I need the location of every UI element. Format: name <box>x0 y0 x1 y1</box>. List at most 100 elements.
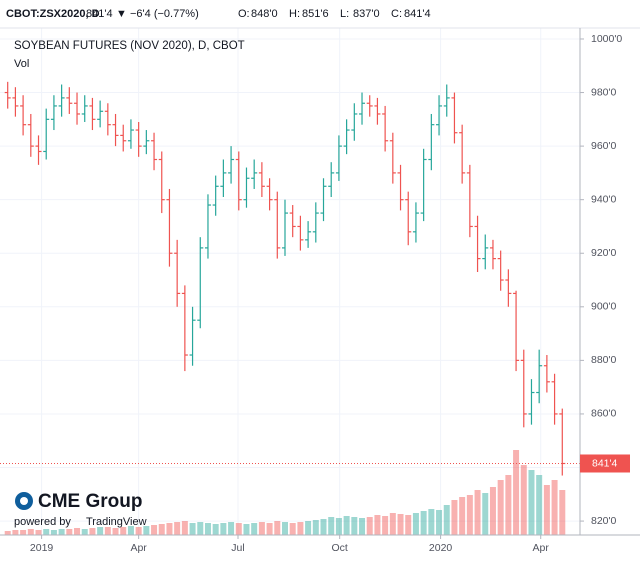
volume-bar <box>420 511 427 535</box>
volume-bar <box>489 487 496 535</box>
x-tick-label: Apr <box>533 542 550 554</box>
y-tick-label: 980'0 <box>591 86 617 98</box>
volume-bar <box>428 509 435 535</box>
volume-bar <box>127 526 134 535</box>
volume-bar <box>374 515 381 535</box>
change: −6'4 (−0.77%) <box>130 8 199 20</box>
volume-bar <box>551 480 558 535</box>
volume-bar <box>220 523 227 535</box>
volume-bar <box>112 528 119 535</box>
y-tick-label: 920'0 <box>591 247 617 259</box>
volume-bar <box>505 475 512 535</box>
volume-bar <box>266 523 273 535</box>
last-price: 841'4 <box>86 8 113 20</box>
volume-bar <box>451 500 458 535</box>
ohlc-key: H: <box>289 8 300 20</box>
volume-bar <box>497 480 504 535</box>
volume-bar <box>274 521 281 535</box>
volume-bar <box>181 521 188 535</box>
volume-bar <box>297 522 304 535</box>
ohlc-key: L: <box>340 8 349 20</box>
volume-bar <box>135 527 142 535</box>
volume-bar <box>66 529 73 535</box>
volume-bar <box>343 516 350 535</box>
volume-bar <box>474 490 481 535</box>
y-tick-label: 880'0 <box>591 354 617 366</box>
volume-bar <box>143 526 150 535</box>
logo-icon-center <box>20 497 28 505</box>
y-tick-label: 1000'0 <box>591 33 622 45</box>
volume-bar <box>389 513 396 535</box>
last-price-box <box>580 454 630 473</box>
volume-bar <box>35 530 42 535</box>
volume-bar <box>366 517 373 535</box>
volume-bar <box>104 527 111 535</box>
volume-bar <box>466 495 473 535</box>
platform: TradingView <box>86 516 147 528</box>
ohlc-key: C: <box>391 8 402 20</box>
ohlc-value: 841'4 <box>404 8 431 20</box>
volume-bar <box>120 527 127 535</box>
volume-bar <box>328 517 335 535</box>
volume-bar <box>513 450 520 535</box>
volume-bar <box>189 523 196 535</box>
logo: CME Group powered by TradingView <box>14 491 147 528</box>
logo-text: CME Group <box>38 491 143 512</box>
volume-bar <box>520 465 527 535</box>
x-tick-label: Apr <box>130 542 147 554</box>
volume-bar <box>228 522 235 535</box>
volume-bar <box>20 530 27 535</box>
y-tick-label: 900'0 <box>591 301 617 313</box>
volume-bar <box>74 528 81 535</box>
volume-bar <box>43 529 50 535</box>
volume-bar <box>543 485 550 535</box>
volume-bar <box>174 522 181 535</box>
volume-bar <box>312 520 319 535</box>
x-tick-label: 2020 <box>429 542 453 554</box>
volume-bar <box>351 517 358 535</box>
ohlc-key: O: <box>238 8 250 20</box>
volume-bar <box>397 514 404 535</box>
volume-bar <box>251 523 258 535</box>
volume-bar <box>335 518 342 535</box>
volume-bar <box>4 531 11 535</box>
volume-bar <box>166 523 173 535</box>
volume-bar <box>305 521 312 535</box>
volume-bar <box>536 475 543 535</box>
volume-bar <box>197 522 204 535</box>
ohlc-value: 837'0 <box>353 8 380 20</box>
y-tick-label: 960'0 <box>591 140 617 152</box>
volume-bar <box>50 530 57 535</box>
x-tick-label: Jul <box>231 542 244 554</box>
y-tick-label: 940'0 <box>591 193 617 205</box>
volume-bar <box>320 519 327 535</box>
volume-bar <box>559 490 566 535</box>
volume-bar <box>459 497 466 535</box>
powered-by: powered by <box>14 516 71 528</box>
volume-bar <box>97 527 104 535</box>
volume-bar <box>212 524 219 535</box>
volume-bar <box>359 518 366 535</box>
volume-bar <box>158 524 165 535</box>
x-tick-label: 2019 <box>30 542 54 554</box>
volume-bar <box>436 510 443 535</box>
ohlc-value: 851'6 <box>302 8 329 20</box>
y-tick-label: 820'0 <box>591 515 617 527</box>
volume-bar <box>528 470 535 535</box>
change-arrow: ▼ <box>116 8 127 20</box>
volume-bar <box>382 516 389 535</box>
volume-bar <box>235 523 242 535</box>
volume-bar <box>289 523 296 535</box>
volume-bar <box>243 524 250 535</box>
volume-bar <box>482 493 489 535</box>
volume-bar <box>412 513 419 535</box>
volume-bar <box>281 522 288 535</box>
ohlc-value: 848'0 <box>251 8 278 20</box>
last-price-label: 841'4 <box>592 457 618 469</box>
header: CBOT:ZSX2020, D 841'4 ▼ −6'4 (−0.77%) O: 848… <box>6 8 431 20</box>
volume-bar <box>12 530 19 535</box>
volume-bar <box>405 515 412 535</box>
